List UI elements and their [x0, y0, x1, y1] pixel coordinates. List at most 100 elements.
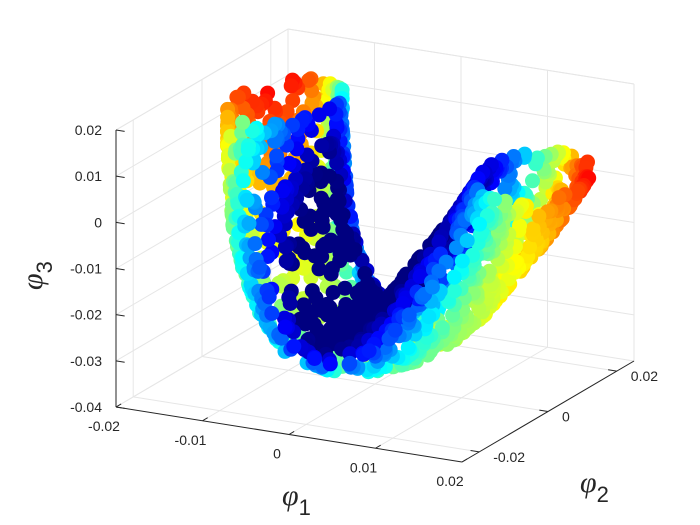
data-point [220, 109, 236, 125]
data-point [446, 269, 462, 285]
data-point [281, 155, 297, 171]
data-point [446, 283, 462, 299]
data-point [361, 343, 377, 359]
data-point [261, 289, 277, 305]
data-point [421, 309, 437, 325]
data-point [349, 286, 365, 302]
z-tick [115, 129, 125, 132]
z-tick-label: -0.03 [70, 353, 102, 369]
z-tick-label: 0 [94, 214, 102, 230]
data-point [252, 259, 268, 275]
y-tick-label: -0.02 [493, 449, 525, 465]
data-point [313, 209, 329, 224]
data-point [277, 239, 293, 255]
data-point [277, 319, 293, 335]
x-tick-label: 0 [273, 446, 281, 462]
data-point [245, 123, 260, 139]
data-point [240, 142, 256, 158]
data-point [283, 78, 299, 94]
z-tick-label: 0.01 [75, 168, 102, 184]
data-point [323, 266, 339, 282]
data-point [400, 340, 416, 356]
data-point [329, 155, 345, 171]
y-axis-label: φ2 [580, 466, 609, 507]
z-tick [115, 221, 125, 225]
z-tick-label: -0.02 [70, 307, 102, 323]
data-point [235, 114, 251, 130]
data-point [311, 261, 327, 277]
data-point [253, 216, 269, 232]
data-point [459, 233, 475, 249]
data-point [531, 208, 547, 224]
data-point [329, 206, 345, 222]
y-tick-label: 0 [562, 409, 570, 425]
x-tick-label: -0.01 [175, 432, 207, 448]
x-tick [375, 444, 381, 449]
data-point [522, 239, 538, 255]
data-point [424, 279, 440, 295]
data-point [525, 173, 540, 189]
data-point [247, 236, 263, 252]
data-point [292, 311, 308, 327]
data-point [448, 240, 464, 256]
data-point [264, 190, 279, 206]
grid-line [133, 396, 480, 453]
axes [115, 129, 635, 463]
z-tick-label: 0.02 [75, 122, 102, 138]
data-point [487, 191, 502, 207]
data-point [235, 173, 251, 189]
x-tick-label: 0.02 [436, 473, 463, 489]
data-point [255, 165, 270, 180]
x-tick [461, 458, 468, 463]
x-tick [115, 403, 122, 408]
tick-labels: -0.02 -0.01 0 0.01 0.02 -0.02 0 0.02 -0.04 -0.03 -… [70, 122, 658, 489]
data-point [335, 222, 351, 238]
y-tick [470, 450, 480, 453]
data-point [529, 150, 545, 166]
data-point [551, 190, 567, 206]
grid-line [115, 74, 289, 177]
z-tick-label: -0.01 [70, 261, 102, 277]
data-point [260, 249, 276, 264]
z-tick [115, 268, 125, 271]
data-point [313, 190, 329, 206]
grid-lines [115, 28, 635, 463]
z-tick [115, 360, 125, 363]
y-tick [608, 369, 617, 372]
data-point [325, 285, 341, 300]
x-tick-label: -0.02 [88, 418, 120, 434]
x-tick-label: 0.01 [350, 459, 377, 475]
data-point [311, 107, 327, 123]
data-point [401, 307, 417, 323]
data-point [570, 183, 586, 199]
data-point [229, 89, 245, 105]
data-point [307, 351, 322, 366]
data-point [314, 138, 330, 154]
data-point [286, 338, 302, 354]
data-point [472, 216, 487, 232]
z-tick [115, 406, 125, 409]
data-point [454, 253, 470, 269]
x-tick [202, 417, 208, 422]
data-point [241, 216, 257, 231]
y-tick-label: 0.02 [631, 368, 658, 384]
pane-edge [287, 28, 635, 85]
z-tick [115, 314, 125, 317]
data-point [301, 72, 317, 88]
data-point [304, 283, 320, 299]
data-point [354, 252, 370, 268]
x-axis-label: φ1 [282, 479, 311, 520]
data-point [269, 148, 285, 164]
data-point [264, 305, 280, 321]
z-tick-label: -0.04 [70, 399, 102, 415]
data-point [431, 234, 447, 250]
pane-edge [115, 28, 289, 131]
data-point [412, 269, 428, 284]
data-point [434, 320, 450, 336]
data-point [238, 154, 254, 170]
z-tick [115, 175, 125, 179]
data-point [239, 192, 255, 208]
z-axis-label: φ3 [16, 261, 57, 290]
data-points [220, 71, 597, 380]
